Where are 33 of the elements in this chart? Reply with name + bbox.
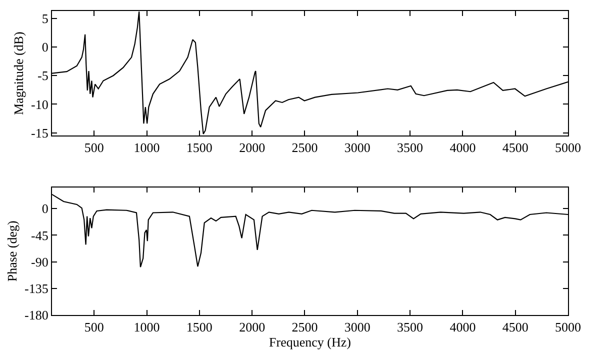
x-tick-label: 3500 <box>397 140 424 156</box>
x-tick-label: 2500 <box>292 140 318 156</box>
y-tick-label: -180 <box>24 308 48 323</box>
y-tick-label: -5 <box>38 68 48 84</box>
x-tick-label: 4500 <box>502 140 528 156</box>
y-tick-label: 5 <box>42 10 48 26</box>
y-axis-title: Magnitude (dB) <box>11 32 26 116</box>
y-tick-label: 0 <box>42 40 48 55</box>
x-tick-label: 4000 <box>450 320 476 335</box>
x-tick-label: 2500 <box>292 320 318 335</box>
x-tick-label: 5000 <box>555 320 581 335</box>
x-tick-label: 1500 <box>186 140 212 156</box>
y-axis-title: Phase (deg) <box>4 220 20 282</box>
y-tick-label: -15 <box>31 125 48 140</box>
y-tick-label: -135 <box>24 280 48 296</box>
x-tick-label: 4500 <box>502 320 528 335</box>
x-tick-label: 3000 <box>344 140 370 156</box>
x-tick-label: 3000 <box>344 320 370 335</box>
x-tick-label: 1500 <box>186 320 212 335</box>
y-tick-label: 0 <box>42 201 48 216</box>
y-tick-label: -10 <box>31 96 48 112</box>
x-tick-label: 1000 <box>134 140 160 156</box>
y-tick-label: -45 <box>31 228 48 243</box>
x-tick-label: 500 <box>84 140 104 156</box>
x-tick-label: 3500 <box>397 320 424 335</box>
x-tick-label: 5000 <box>555 140 581 156</box>
x-tick-label: 4000 <box>450 140 476 156</box>
x-tick-label: 2000 <box>239 140 266 156</box>
x-tick-label: 2000 <box>239 320 266 335</box>
x-tick-label: 500 <box>84 320 104 335</box>
x-tick-label: 1000 <box>134 320 160 335</box>
x-axis-title: Frequency (Hz) <box>269 334 351 350</box>
y-tick-label: -90 <box>31 254 48 270</box>
